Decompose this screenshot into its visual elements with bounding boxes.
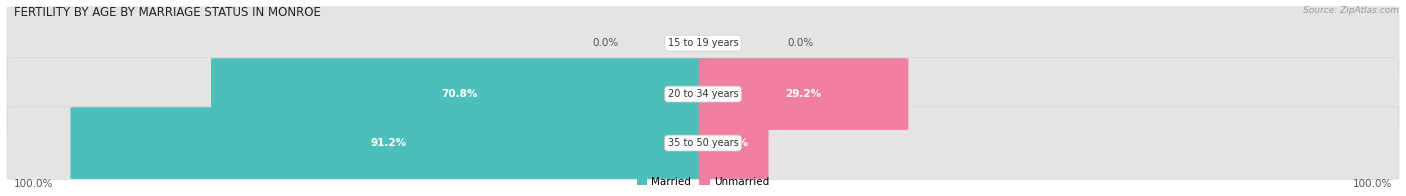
Text: 29.2%: 29.2% (786, 89, 821, 99)
Text: 70.8%: 70.8% (441, 89, 477, 99)
Text: FERTILITY BY AGE BY MARRIAGE STATUS IN MONROE: FERTILITY BY AGE BY MARRIAGE STATUS IN M… (14, 6, 321, 19)
FancyBboxPatch shape (211, 58, 707, 130)
Text: 35 to 50 years: 35 to 50 years (668, 138, 738, 148)
Text: 0.0%: 0.0% (787, 38, 814, 48)
Legend: Married, Unmarried: Married, Unmarried (633, 172, 773, 191)
FancyBboxPatch shape (699, 58, 908, 130)
Text: Source: ZipAtlas.com: Source: ZipAtlas.com (1303, 6, 1399, 15)
Text: 100.0%: 100.0% (1353, 179, 1392, 189)
FancyBboxPatch shape (7, 7, 1399, 79)
Text: 20 to 34 years: 20 to 34 years (668, 89, 738, 99)
Text: 0.0%: 0.0% (592, 38, 619, 48)
FancyBboxPatch shape (70, 107, 707, 179)
Text: 8.9%: 8.9% (720, 138, 748, 148)
FancyBboxPatch shape (699, 107, 769, 179)
FancyBboxPatch shape (7, 107, 1399, 179)
Text: 100.0%: 100.0% (14, 179, 53, 189)
FancyBboxPatch shape (7, 58, 1399, 130)
Text: 15 to 19 years: 15 to 19 years (668, 38, 738, 48)
Text: 91.2%: 91.2% (371, 138, 406, 148)
